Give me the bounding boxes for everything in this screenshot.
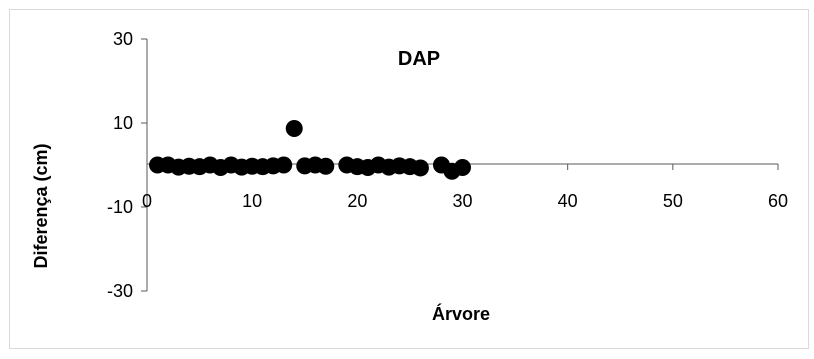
y-axis-title: Diferença (cm) [31, 143, 51, 268]
x-tick-label: 50 [663, 191, 683, 211]
data-point [411, 159, 429, 177]
chart-area: DAP Diferença (cm) Árvore 30 10 -10 -30 0 10 2… [9, 9, 809, 349]
scatter-chart: DAP Diferença (cm) Árvore 30 10 -10 -30 0 10 2… [31, 29, 788, 324]
y-tick-label: -30 [107, 281, 133, 301]
x-tick-label: 60 [768, 191, 788, 211]
chart-title: DAP [398, 48, 440, 70]
tick-labels: 30 10 -10 -30 0 10 20 30 40 50 60 [107, 29, 788, 301]
y-tick-label: -10 [107, 197, 133, 217]
data-point [275, 156, 293, 174]
data-point [317, 157, 335, 175]
x-tick-label: 40 [558, 191, 578, 211]
x-tick-label: 0 [142, 191, 152, 211]
data-point [454, 159, 471, 177]
x-tick-label: 20 [347, 191, 367, 211]
x-tick-label: 10 [242, 191, 262, 211]
y-tick-label: 30 [113, 29, 133, 49]
x-tick-label: 30 [452, 191, 472, 211]
y-tick-label: 10 [113, 113, 133, 133]
data-points [149, 119, 471, 180]
x-axis-title: Árvore [432, 303, 490, 324]
data-point [285, 119, 303, 137]
